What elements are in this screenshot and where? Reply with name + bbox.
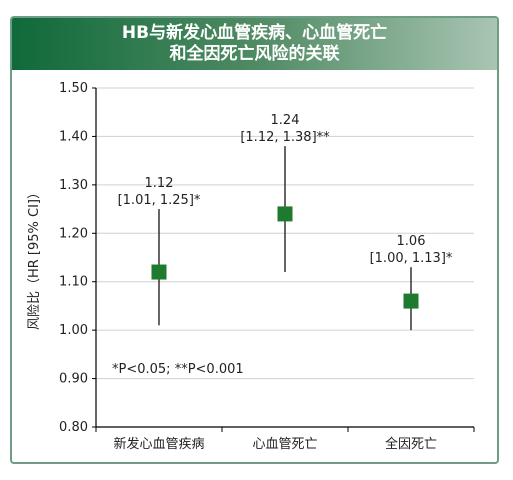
hr-value-label: 1.24: [271, 113, 300, 128]
chart-title-line1: HB与新发心血管疾病、心血管死亡: [121, 23, 388, 43]
hr-marker: [151, 264, 167, 280]
ci-label: [1.12, 1.38]**: [240, 130, 330, 145]
hr-value-label: 1.06: [397, 234, 426, 249]
y-tick-label: 1.40: [59, 129, 88, 144]
chart-card: [10, 16, 499, 464]
y-tick-label: 0.90: [59, 372, 88, 387]
chart-header: HB与新发心血管疾病、心血管死亡 和全因死亡风险的关联: [12, 18, 497, 70]
hr-marker: [277, 206, 293, 222]
y-axis-label: 风险比（HR [95% CI]）: [27, 186, 42, 330]
ci-label: [1.00, 1.13]*: [370, 251, 453, 266]
y-tick-label: 1.50: [59, 81, 88, 96]
tick-labels: 0.80 0.90 1.00 1.10 1.20 1.30 1.40 1.50 新发心血管疾病 心…: [59, 81, 437, 452]
ci-label: [1.01, 1.25]*: [118, 193, 201, 208]
y-tick-label: 0.80: [59, 420, 88, 435]
data-marks: 1.12 [1.01, 1.25]* 1.24 [1.12, 1.38]** 1.06 […: [118, 113, 453, 331]
x-tick-label: 全因死亡: [385, 436, 437, 452]
y-tick-label: 1.00: [59, 323, 88, 338]
hr-marker: [403, 293, 419, 309]
significance-note: *P<0.05; **P<0.001: [112, 362, 244, 377]
hr-value-label: 1.12: [145, 176, 174, 191]
axes: [92, 87, 475, 432]
y-tick-label: 1.30: [59, 178, 88, 193]
chart-title-line2: 和全因死亡风险的关联: [169, 44, 340, 64]
y-tick-label: 1.10: [59, 275, 88, 290]
x-tick-label: 心血管死亡: [252, 437, 317, 452]
x-tick-label: 新发心血管疾病: [113, 436, 204, 452]
y-tick-label: 1.20: [59, 226, 88, 241]
